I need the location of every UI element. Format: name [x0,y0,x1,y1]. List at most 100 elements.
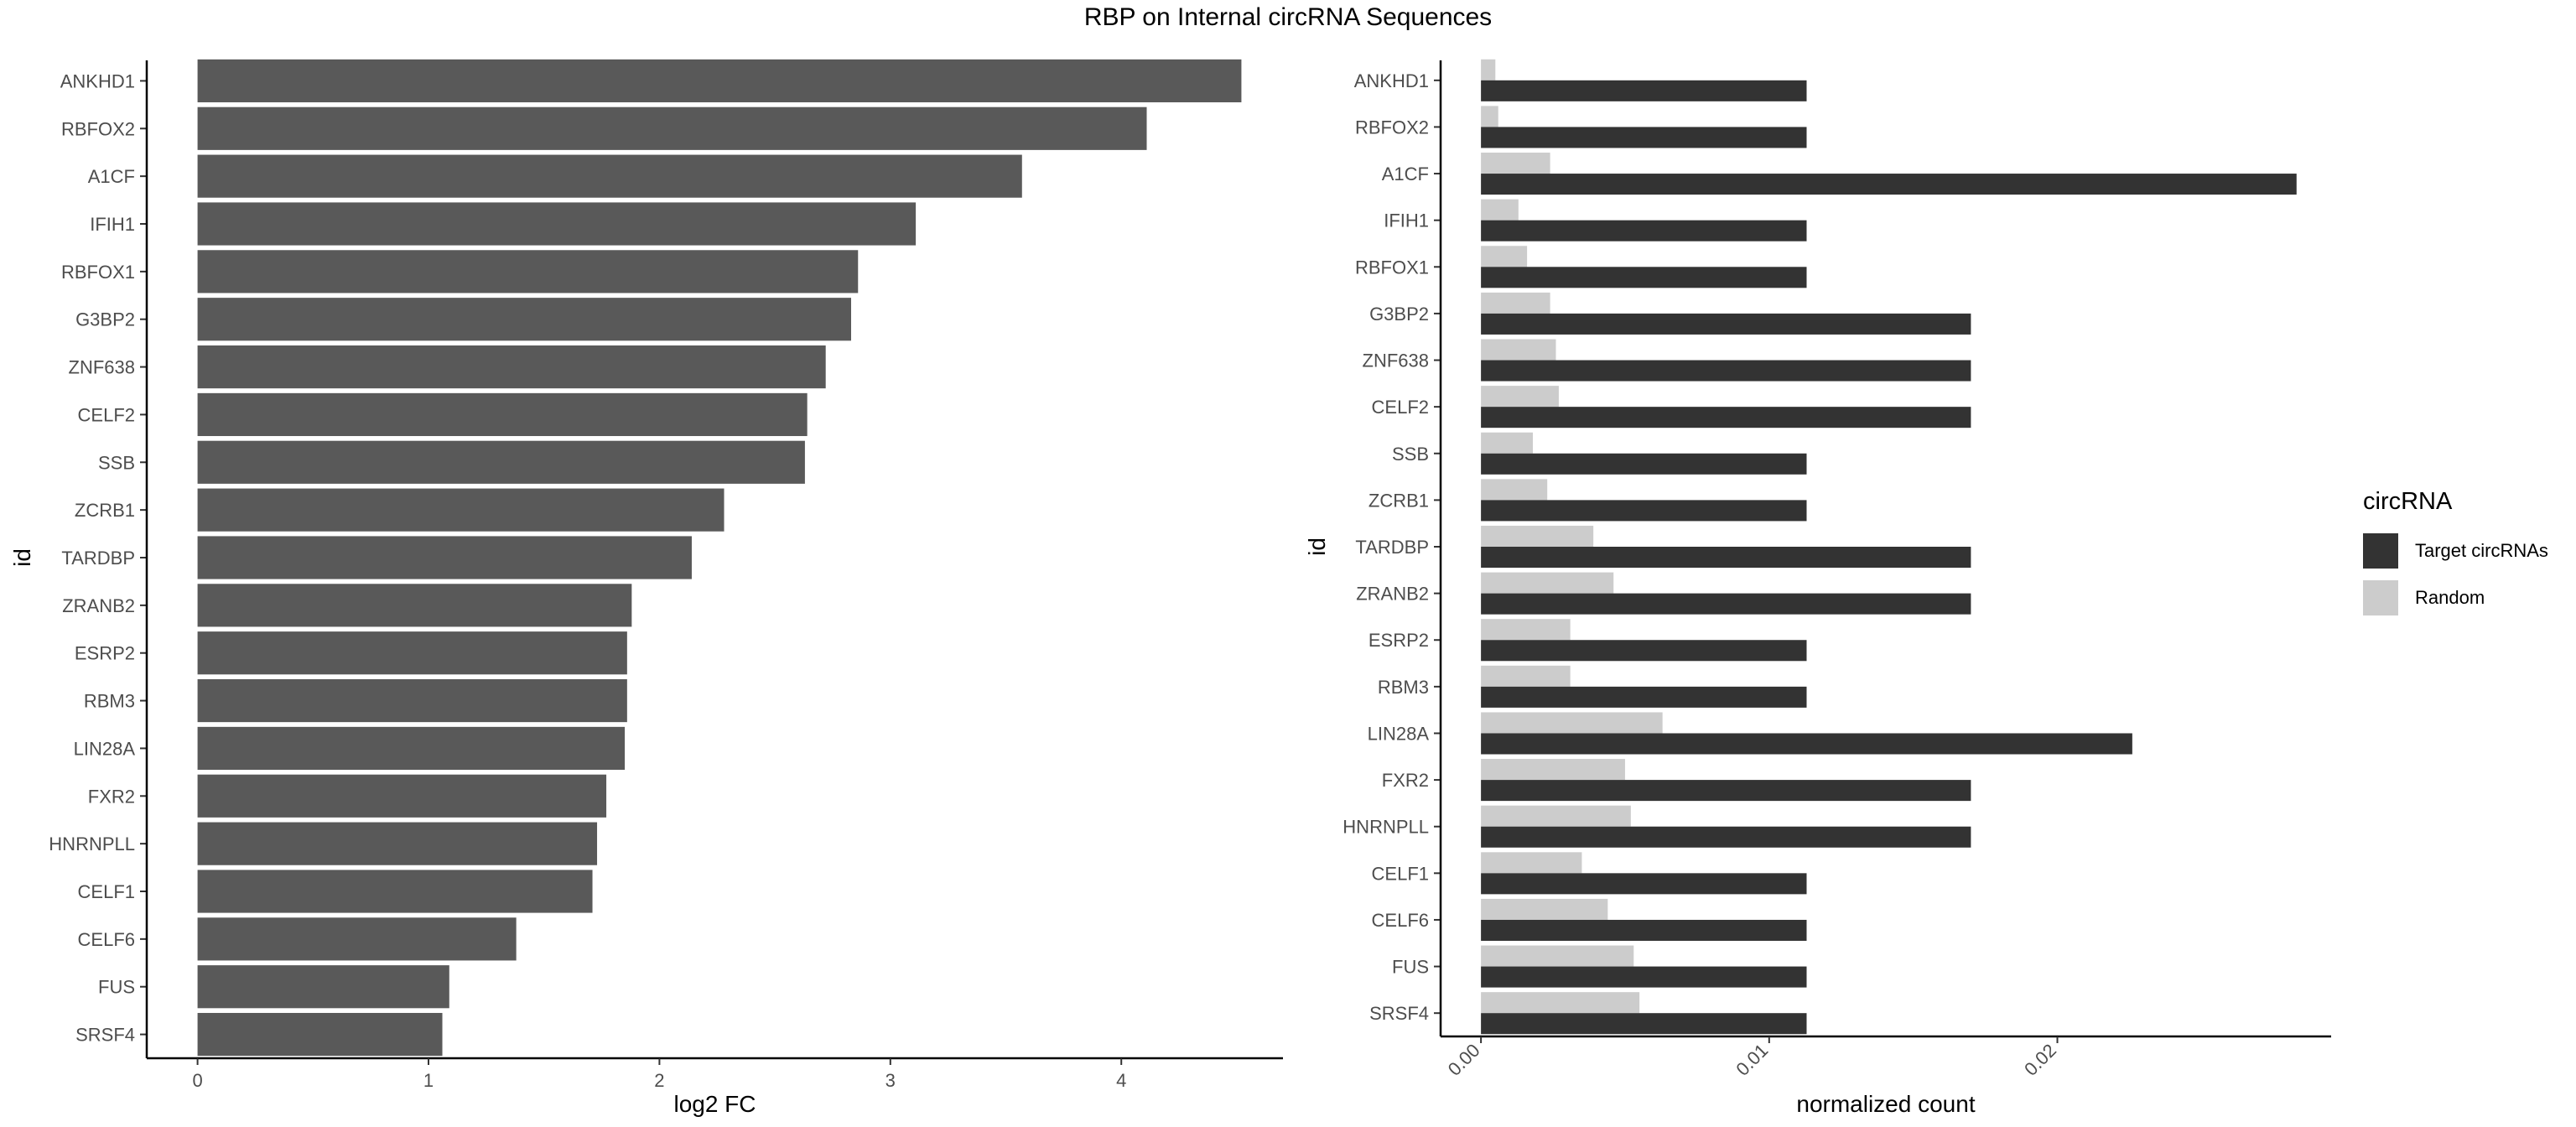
y-axis-title: id [1304,538,1330,556]
bar-random-rbm3 [1481,665,1571,687]
bar-random-zcrb1 [1481,479,1548,501]
bar-target-rbfox1 [1481,267,1807,288]
bar-random-celf6 [1481,898,1608,920]
bar-random-esrp2 [1481,619,1571,641]
y-tick-label-a1cf: A1CF [1382,164,1429,184]
y-tick-label-srsf4: SRSF4 [75,1025,135,1046]
y-tick-label-znf638: ZNF638 [1363,351,1429,371]
bar-target-ifih1 [1481,220,1807,242]
legend-item-random: Random [2363,574,2548,621]
legend-item-target: Target circRNAs [2363,527,2548,574]
bar-target-srsf4 [1481,1013,1807,1035]
y-tick-label-ssb: SSB [1392,444,1429,465]
bar-random-tardbp [1481,525,1594,547]
y-tick-label-ankhd1: ANKHD1 [1354,70,1429,91]
bar-ankhd1 [197,59,1242,103]
x-axis-title: normalized count [1796,1091,1975,1117]
y-tick-label-rbm3: RBM3 [1378,677,1429,698]
bar-rbm3 [197,678,627,723]
bar-target-znf638 [1481,360,1971,382]
bar-srsf4 [197,1012,443,1057]
bar-fus [197,965,449,1009]
bar-random-hnrnpll [1481,805,1631,827]
x-tick-label: 0.00 [1444,1040,1484,1080]
legend-label-random: Random [2415,587,2485,608]
bar-hnrnpll [197,822,598,865]
y-tick-label-celf2: CELF2 [78,404,135,425]
bar-random-fus [1481,945,1634,967]
bar-target-ssb [1481,453,1807,475]
bar-celf6 [197,917,517,961]
y-tick-label-ssb: SSB [98,452,135,473]
bar-target-zcrb1 [1481,500,1807,522]
y-tick-label-hnrnpll: HNRNPLL [1343,817,1429,838]
y-tick-label-fxr2: FXR2 [88,786,135,807]
bar-target-g3bp2 [1481,313,1971,335]
bar-random-a1cf [1481,153,1550,174]
y-tick-label-rbfox1: RBFOX1 [61,262,135,283]
bar-target-celf6 [1481,919,1807,941]
y-tick-label-hnrnpll: HNRNPLL [49,834,135,854]
y-tick-label-celf2: CELF2 [1372,397,1429,418]
y-tick-label-znf638: ZNF638 [69,357,135,378]
bar-target-celf1 [1481,873,1807,895]
y-tick-label-rbfox1: RBFOX1 [1355,257,1429,278]
bar-celf1 [197,870,593,913]
y-tick-label-tardbp: TARDBP [61,548,135,569]
y-tick-label-lin28a: LIN28A [74,738,136,759]
y-tick-label-ankhd1: ANKHD1 [60,70,135,91]
bar-lin28a [197,726,626,771]
bar-random-celf2 [1481,386,1559,408]
y-tick-label-celf6: CELF6 [78,929,135,950]
y-tick-label-celf1: CELF1 [1372,863,1429,884]
bar-target-a1cf [1481,174,2297,195]
bar-esrp2 [197,631,627,675]
bar-random-ankhd1 [1481,59,1496,80]
bar-random-celf1 [1481,852,1582,874]
bar-random-rbfox2 [1481,106,1498,127]
y-tick-label-ifih1: IFIH1 [90,214,135,235]
legend: circRNA Target circRNAs Random [2363,488,2548,621]
y-tick-label-celf6: CELF6 [1372,910,1429,931]
bar-target-fxr2 [1481,780,1971,802]
bar-random-znf638 [1481,339,1556,361]
bar-random-zranb2 [1481,572,1614,594]
bar-target-esrp2 [1481,640,1807,662]
x-tick-label: 4 [1116,1070,1126,1091]
legend-label-target: Target circRNAs [2415,540,2548,561]
bar-a1cf [197,154,1022,198]
y-tick-label-ifih1: IFIH1 [1384,210,1429,231]
y-tick-label-g3bp2: G3BP2 [1369,304,1429,325]
y-tick-label-esrp2: ESRP2 [1368,630,1429,651]
bar-random-fxr2 [1481,759,1625,781]
bar-random-srsf4 [1481,992,1640,1014]
y-axis-title: id [9,548,35,567]
bar-rbfox1 [197,250,859,293]
x-tick-label: 0.02 [2020,1040,2060,1080]
y-tick-label-fxr2: FXR2 [1382,770,1429,791]
x-tick-label: 0.01 [1732,1040,1772,1080]
y-tick-label-esrp2: ESRP2 [75,643,135,664]
y-tick-label-rbfox2: RBFOX2 [1355,117,1429,138]
bar-zcrb1 [197,488,724,532]
bar-target-fus [1481,966,1807,988]
x-tick-label: 0 [192,1070,202,1091]
y-tick-label-lin28a: LIN28A [1368,723,1430,744]
y-tick-label-rbm3: RBM3 [84,691,135,712]
bar-ssb [197,440,805,484]
bar-target-tardbp [1481,547,1971,569]
legend-title: circRNA [2363,488,2453,515]
bar-random-rbfox1 [1481,246,1528,267]
bar-target-zranb2 [1481,593,1971,615]
bar-tardbp [197,536,692,579]
chart-title: RBP on Internal circRNA Sequences [1083,3,1493,31]
bar-g3bp2 [197,298,851,341]
bar-target-ankhd1 [1481,80,1807,101]
y-tick-label-zcrb1: ZCRB1 [75,500,135,521]
y-tick-label-fus: FUS [1392,957,1429,978]
y-tick-label-rbfox2: RBFOX2 [61,118,135,139]
bar-target-celf2 [1481,407,1971,428]
bar-zranb2 [197,584,632,627]
y-tick-label-celf1: CELF1 [78,881,135,902]
